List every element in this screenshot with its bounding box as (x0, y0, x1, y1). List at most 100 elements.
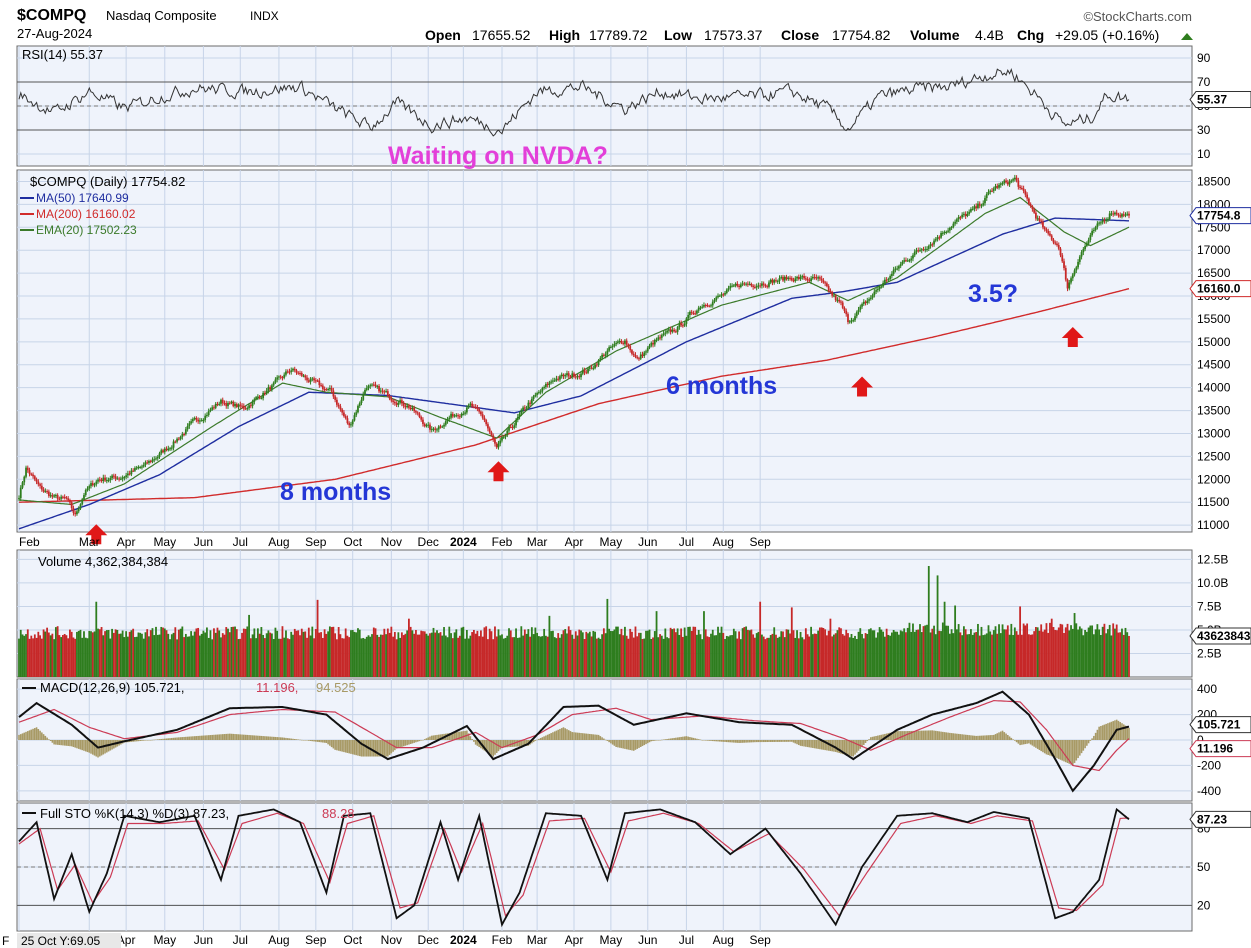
candle-body (943, 231, 946, 233)
volume-bar (645, 630, 647, 677)
volume-value-label-box (1189, 627, 1251, 645)
macd-histogram-bar (290, 738, 293, 740)
macd-histogram-bar (1096, 729, 1099, 740)
macd-histogram-bar (587, 733, 589, 740)
macd-histogram-bar (545, 735, 547, 740)
candle-body (859, 306, 862, 310)
candle-body (833, 295, 835, 297)
macd-histogram-bar (657, 740, 660, 741)
candle-body (569, 376, 572, 378)
candle-body (278, 376, 280, 378)
macd-histogram-bar (132, 740, 134, 742)
macd-histogram-bar (258, 735, 261, 740)
volume-bar (436, 630, 438, 677)
volume-bar (339, 634, 342, 677)
volume-bar (1050, 618, 1053, 677)
candle-body (1012, 179, 1014, 181)
macd-histogram-bar (827, 740, 830, 751)
macd-histogram-bar (801, 740, 804, 747)
candle-body (242, 405, 245, 409)
x-tick-label: 2024 (450, 535, 477, 549)
macd-histogram-bar (251, 735, 254, 740)
candle-body (1045, 229, 1048, 231)
macd-histogram-bar (213, 734, 215, 740)
volume-bar (397, 632, 400, 677)
volume-bar (1006, 625, 1009, 677)
volume-bar (592, 630, 595, 677)
candle-body (146, 462, 149, 464)
candle-body (553, 380, 556, 382)
macd-histogram-bar (745, 740, 747, 743)
volume-bar (625, 635, 628, 677)
volume-bar (54, 627, 57, 677)
candle-body (671, 329, 674, 332)
macd-histogram-bar (425, 738, 428, 740)
volume-bar (829, 618, 832, 677)
macd-histogram-bar (437, 734, 440, 740)
price-tick-label: 13000 (1197, 426, 1231, 440)
candle-body (537, 392, 540, 394)
volume-bar (1027, 634, 1030, 677)
macd-histogram-bar (687, 736, 689, 740)
macd-histogram-bar (1114, 720, 1116, 740)
volume-bar (903, 628, 906, 677)
volume-bar (267, 630, 270, 677)
candle-body (478, 409, 481, 412)
candle-body (214, 403, 217, 408)
macd-histogram-bar (710, 740, 712, 741)
candle-body (703, 305, 705, 307)
candle-body (72, 508, 75, 513)
macd-histogram-bar (1038, 740, 1041, 750)
macd-histogram-bar (195, 736, 198, 740)
candle-body (163, 448, 166, 453)
candle-body (141, 466, 143, 468)
candle-body (1122, 214, 1125, 216)
macd-histogram-bar (747, 740, 749, 743)
macd-histogram-bar (947, 732, 949, 740)
volume-bar (365, 636, 368, 677)
candle-body (281, 377, 284, 379)
macd-histogram-bar (380, 740, 382, 757)
volume-bar (446, 637, 449, 677)
candle-body (455, 415, 458, 417)
volume-bar (564, 629, 567, 677)
macd-histogram-bar (1128, 727, 1130, 740)
candle-body (204, 415, 207, 420)
volume-value: 4.4B (975, 27, 1004, 43)
volume-bar (843, 635, 846, 677)
candle-body (539, 391, 542, 393)
macd-histogram-bar (815, 740, 818, 749)
candle-body (790, 278, 793, 281)
macd-histogram-bar (834, 740, 837, 752)
volume-bar (260, 627, 263, 677)
volume-bar (585, 631, 588, 677)
sto-tick-label: 50 (1197, 860, 1211, 874)
macd-histogram-bar (271, 736, 273, 740)
macd-histogram-bar (964, 734, 967, 740)
macd-histogram-bar (659, 740, 661, 741)
candle-body (664, 332, 667, 334)
macd-histogram-bar (423, 739, 426, 740)
volume-bar (537, 636, 540, 677)
macd-histogram-bar (634, 740, 637, 750)
candle-body (720, 294, 723, 296)
macd-histogram-bar (237, 734, 240, 740)
macd-histogram-bar (882, 734, 884, 740)
candle-body (646, 347, 649, 352)
macd-histogram-bar (492, 740, 495, 757)
candle-body (427, 424, 430, 426)
volume-bar (1064, 627, 1067, 677)
macd-histogram-bar (476, 740, 479, 746)
volume-bar (1043, 629, 1046, 677)
candle-body (634, 354, 637, 357)
volume-bar (919, 624, 921, 677)
candle-body (418, 413, 421, 417)
volume-bar (413, 633, 416, 677)
volume-bar (710, 633, 712, 677)
volume-bar (1066, 623, 1069, 677)
volume-bar (977, 623, 979, 677)
cursor-readout: 25 Oct Y:69.05 (21, 934, 100, 948)
volume-bar (26, 629, 29, 677)
candle-body (815, 277, 818, 279)
macd-histogram-bar (752, 740, 754, 743)
